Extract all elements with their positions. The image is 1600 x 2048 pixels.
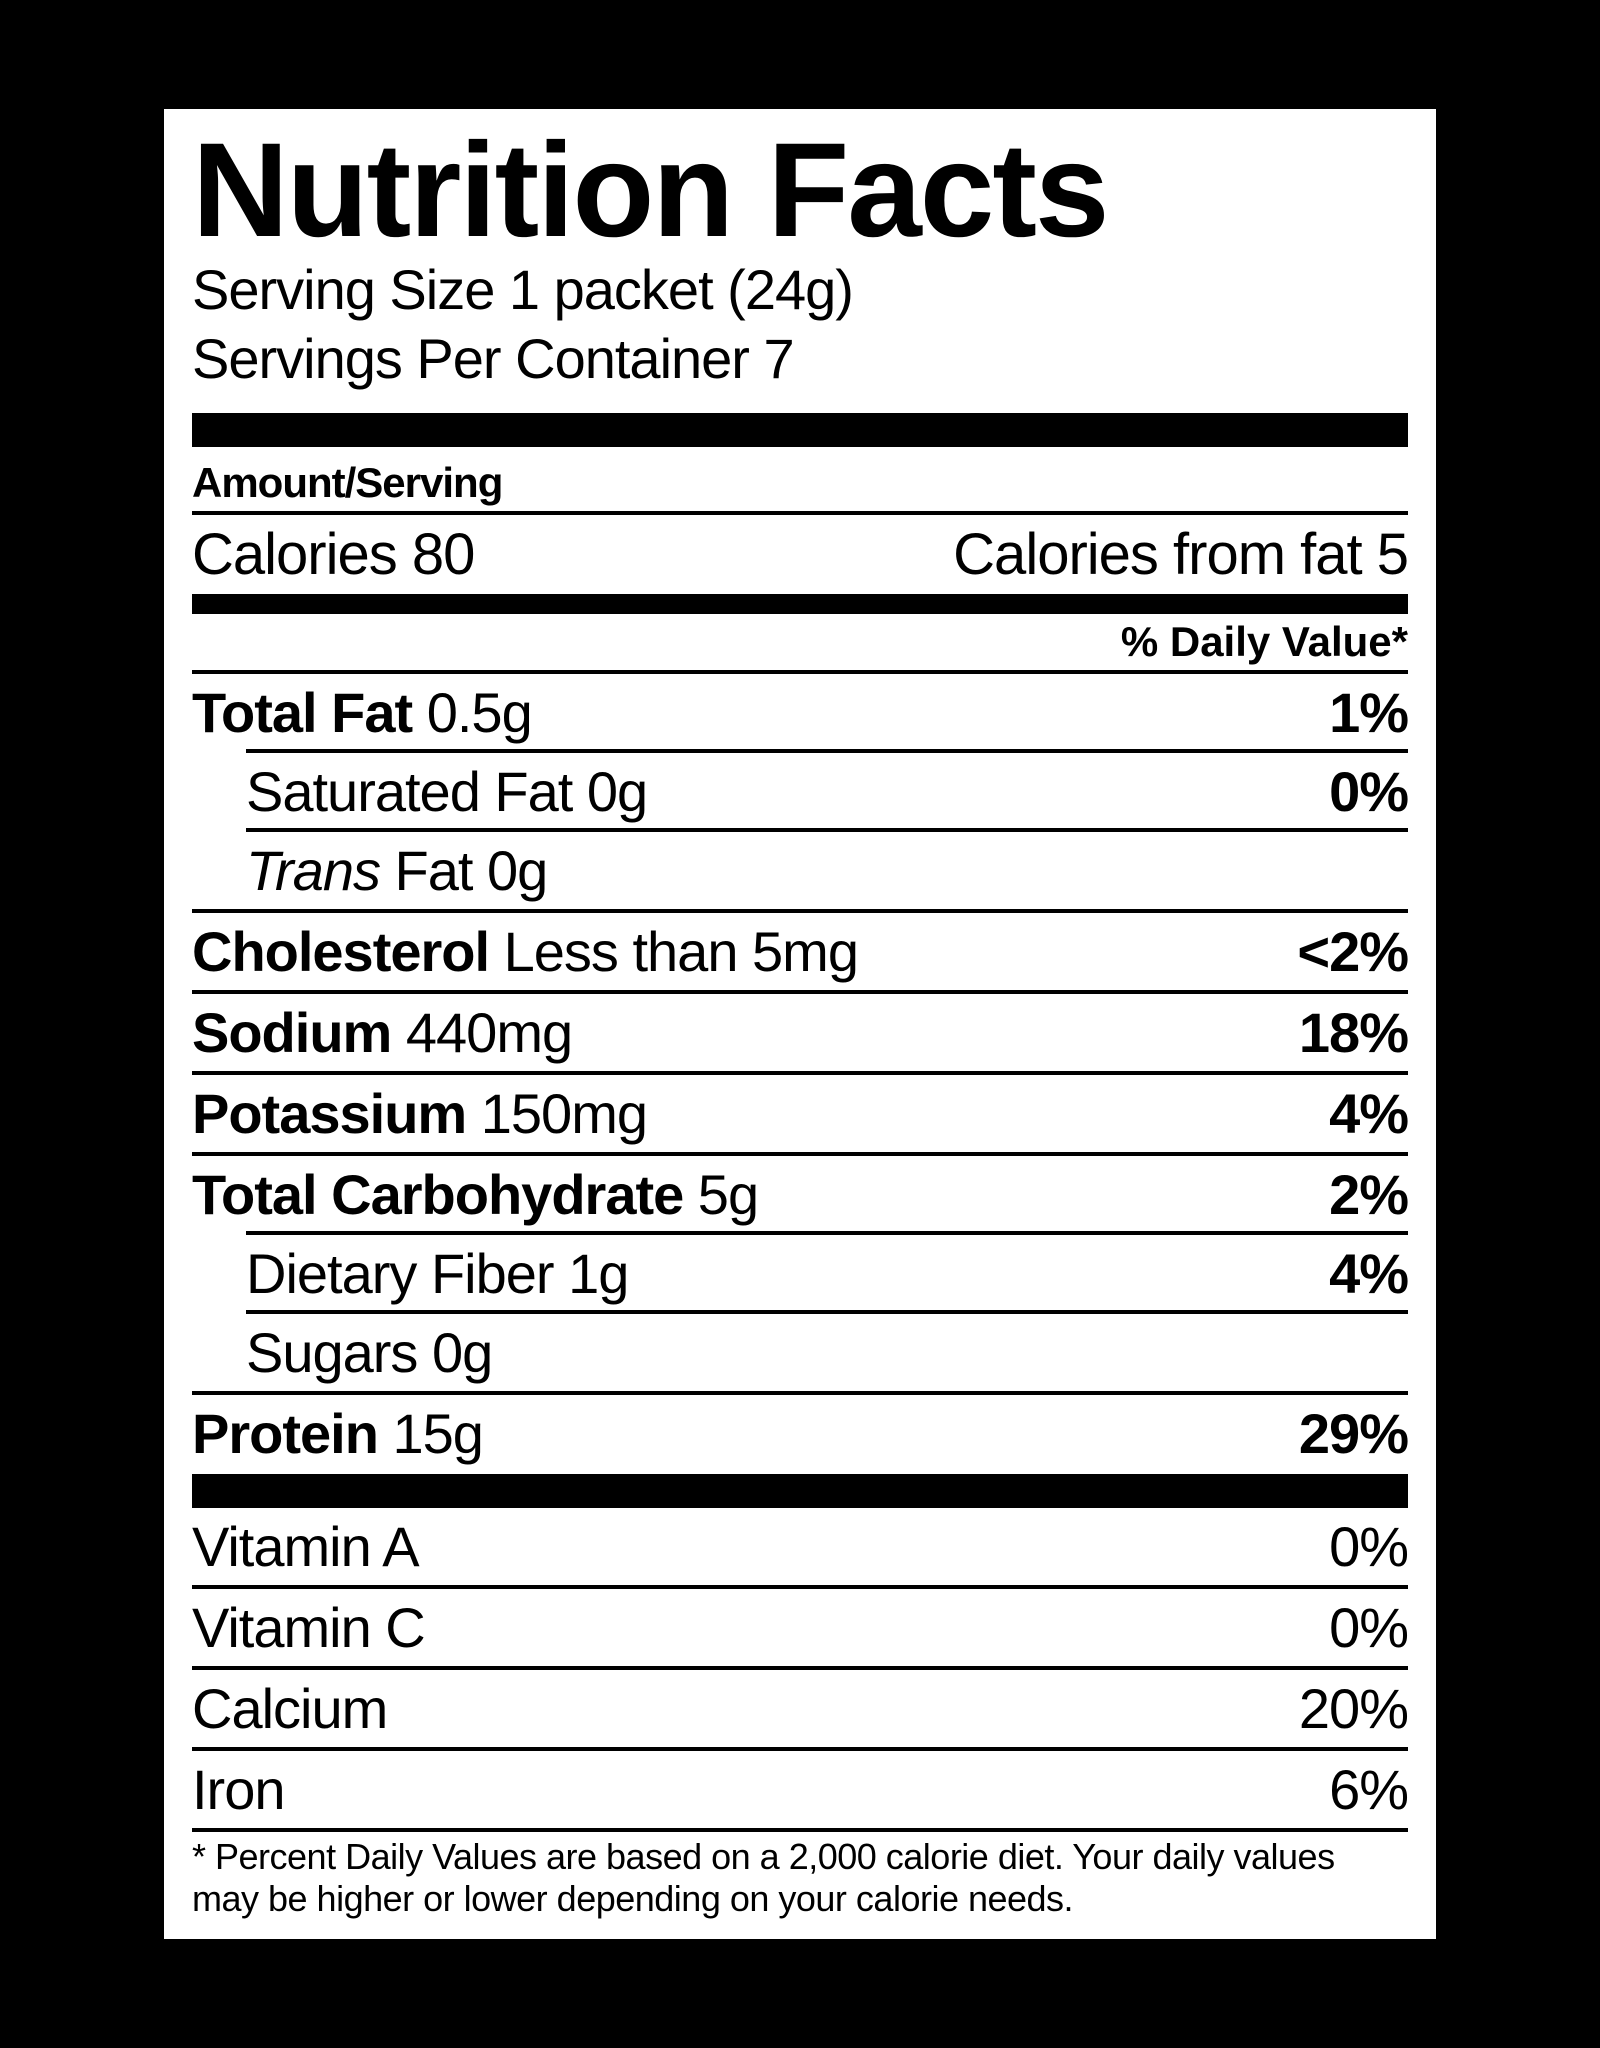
servings-per-container: Servings Per Container 7 [192, 327, 1408, 391]
calories-label: Calories 80 [192, 521, 474, 588]
separator-bar-mid [192, 594, 1408, 614]
vitamin-dv: 0% [1329, 1514, 1408, 1579]
vitamin-row: Iron 6% [192, 1751, 1408, 1824]
vitamin-dv: 0% [1329, 1595, 1408, 1660]
nutrition-facts-panel: Nutrition Facts Serving Size 1 packet (2… [160, 105, 1440, 1943]
nutrient-row: Potassium 150mg 4% [192, 1075, 1408, 1148]
nutrient-name: Saturated Fat 0g [246, 759, 647, 824]
nutrient-row: Dietary Fiber 1g 4% [192, 1235, 1408, 1308]
nutrient-dv: <2% [1297, 919, 1408, 984]
nutrient-dv: 2% [1329, 1162, 1408, 1227]
nutrient-row: Saturated Fat 0g 0% [192, 753, 1408, 826]
nutrient-dv: 4% [1329, 1081, 1408, 1146]
nutrient-dv: 29% [1299, 1401, 1408, 1466]
vitamins-list: Vitamin A 0% Vitamin C 0% Calcium 20% Iron 6% [192, 1508, 1408, 1824]
vitamin-name: Vitamin A [192, 1514, 419, 1579]
nutrient-dv: 0% [1329, 759, 1408, 824]
vitamin-name: Vitamin C [192, 1595, 425, 1660]
vitamin-dv: 20% [1299, 1676, 1408, 1741]
nutrients-list: Total Fat 0.5g 1% Saturated Fat 0g 0% Trans … [192, 670, 1408, 1468]
footnote: * Percent Daily Values are based on a 2,… [192, 1832, 1408, 1925]
vitamin-row: Vitamin C 0% [192, 1589, 1408, 1662]
vitamin-row: Calcium 20% [192, 1670, 1408, 1743]
nutrient-dv: 1% [1329, 680, 1408, 745]
nutrient-row: Sugars 0g [192, 1314, 1408, 1387]
nutrient-name: Total Carbohydrate 5g [192, 1162, 758, 1227]
nutrient-name: Dietary Fiber 1g [246, 1241, 628, 1306]
calories-from-fat: Calories from fat 5 [953, 521, 1408, 588]
nutrient-row: Protein 15g 29% [192, 1395, 1408, 1468]
nutrient-name: Sugars 0g [246, 1320, 492, 1385]
nutrient-name: Cholesterol Less than 5mg [192, 919, 858, 984]
calories-row: Calories 80 Calories from fat 5 [192, 515, 1408, 590]
nutrient-row: Total Fat 0.5g 1% [192, 674, 1408, 747]
vitamin-name: Iron [192, 1757, 285, 1822]
nutrient-row: Total Carbohydrate 5g 2% [192, 1156, 1408, 1229]
nutrient-name: Trans Fat 0g [246, 838, 547, 903]
title: Nutrition Facts [192, 127, 1408, 254]
serving-size: Serving Size 1 packet (24g) [192, 258, 1408, 322]
nutrient-name: Potassium 150mg [192, 1081, 647, 1146]
nutrient-name: Sodium 440mg [192, 1000, 572, 1065]
nutrient-dv: 18% [1299, 1000, 1408, 1065]
nutrient-name: Protein 15g [192, 1401, 483, 1466]
nutrient-row: Cholesterol Less than 5mg <2% [192, 913, 1408, 986]
daily-value-header: % Daily Value* [192, 614, 1408, 666]
vitamin-row: Vitamin A 0% [192, 1508, 1408, 1581]
nutrient-row: Trans Fat 0g [192, 832, 1408, 905]
separator-bar-thick [192, 1474, 1408, 1508]
nutrient-name: Total Fat 0.5g [192, 680, 532, 745]
vitamin-dv: 6% [1329, 1757, 1408, 1822]
nutrient-dv: 4% [1329, 1241, 1408, 1306]
vitamin-name: Calcium [192, 1676, 387, 1741]
amount-per-serving-label: Amount/Serving [192, 459, 1408, 507]
nutrient-row: Sodium 440mg 18% [192, 994, 1408, 1067]
separator-bar-thick [192, 413, 1408, 447]
